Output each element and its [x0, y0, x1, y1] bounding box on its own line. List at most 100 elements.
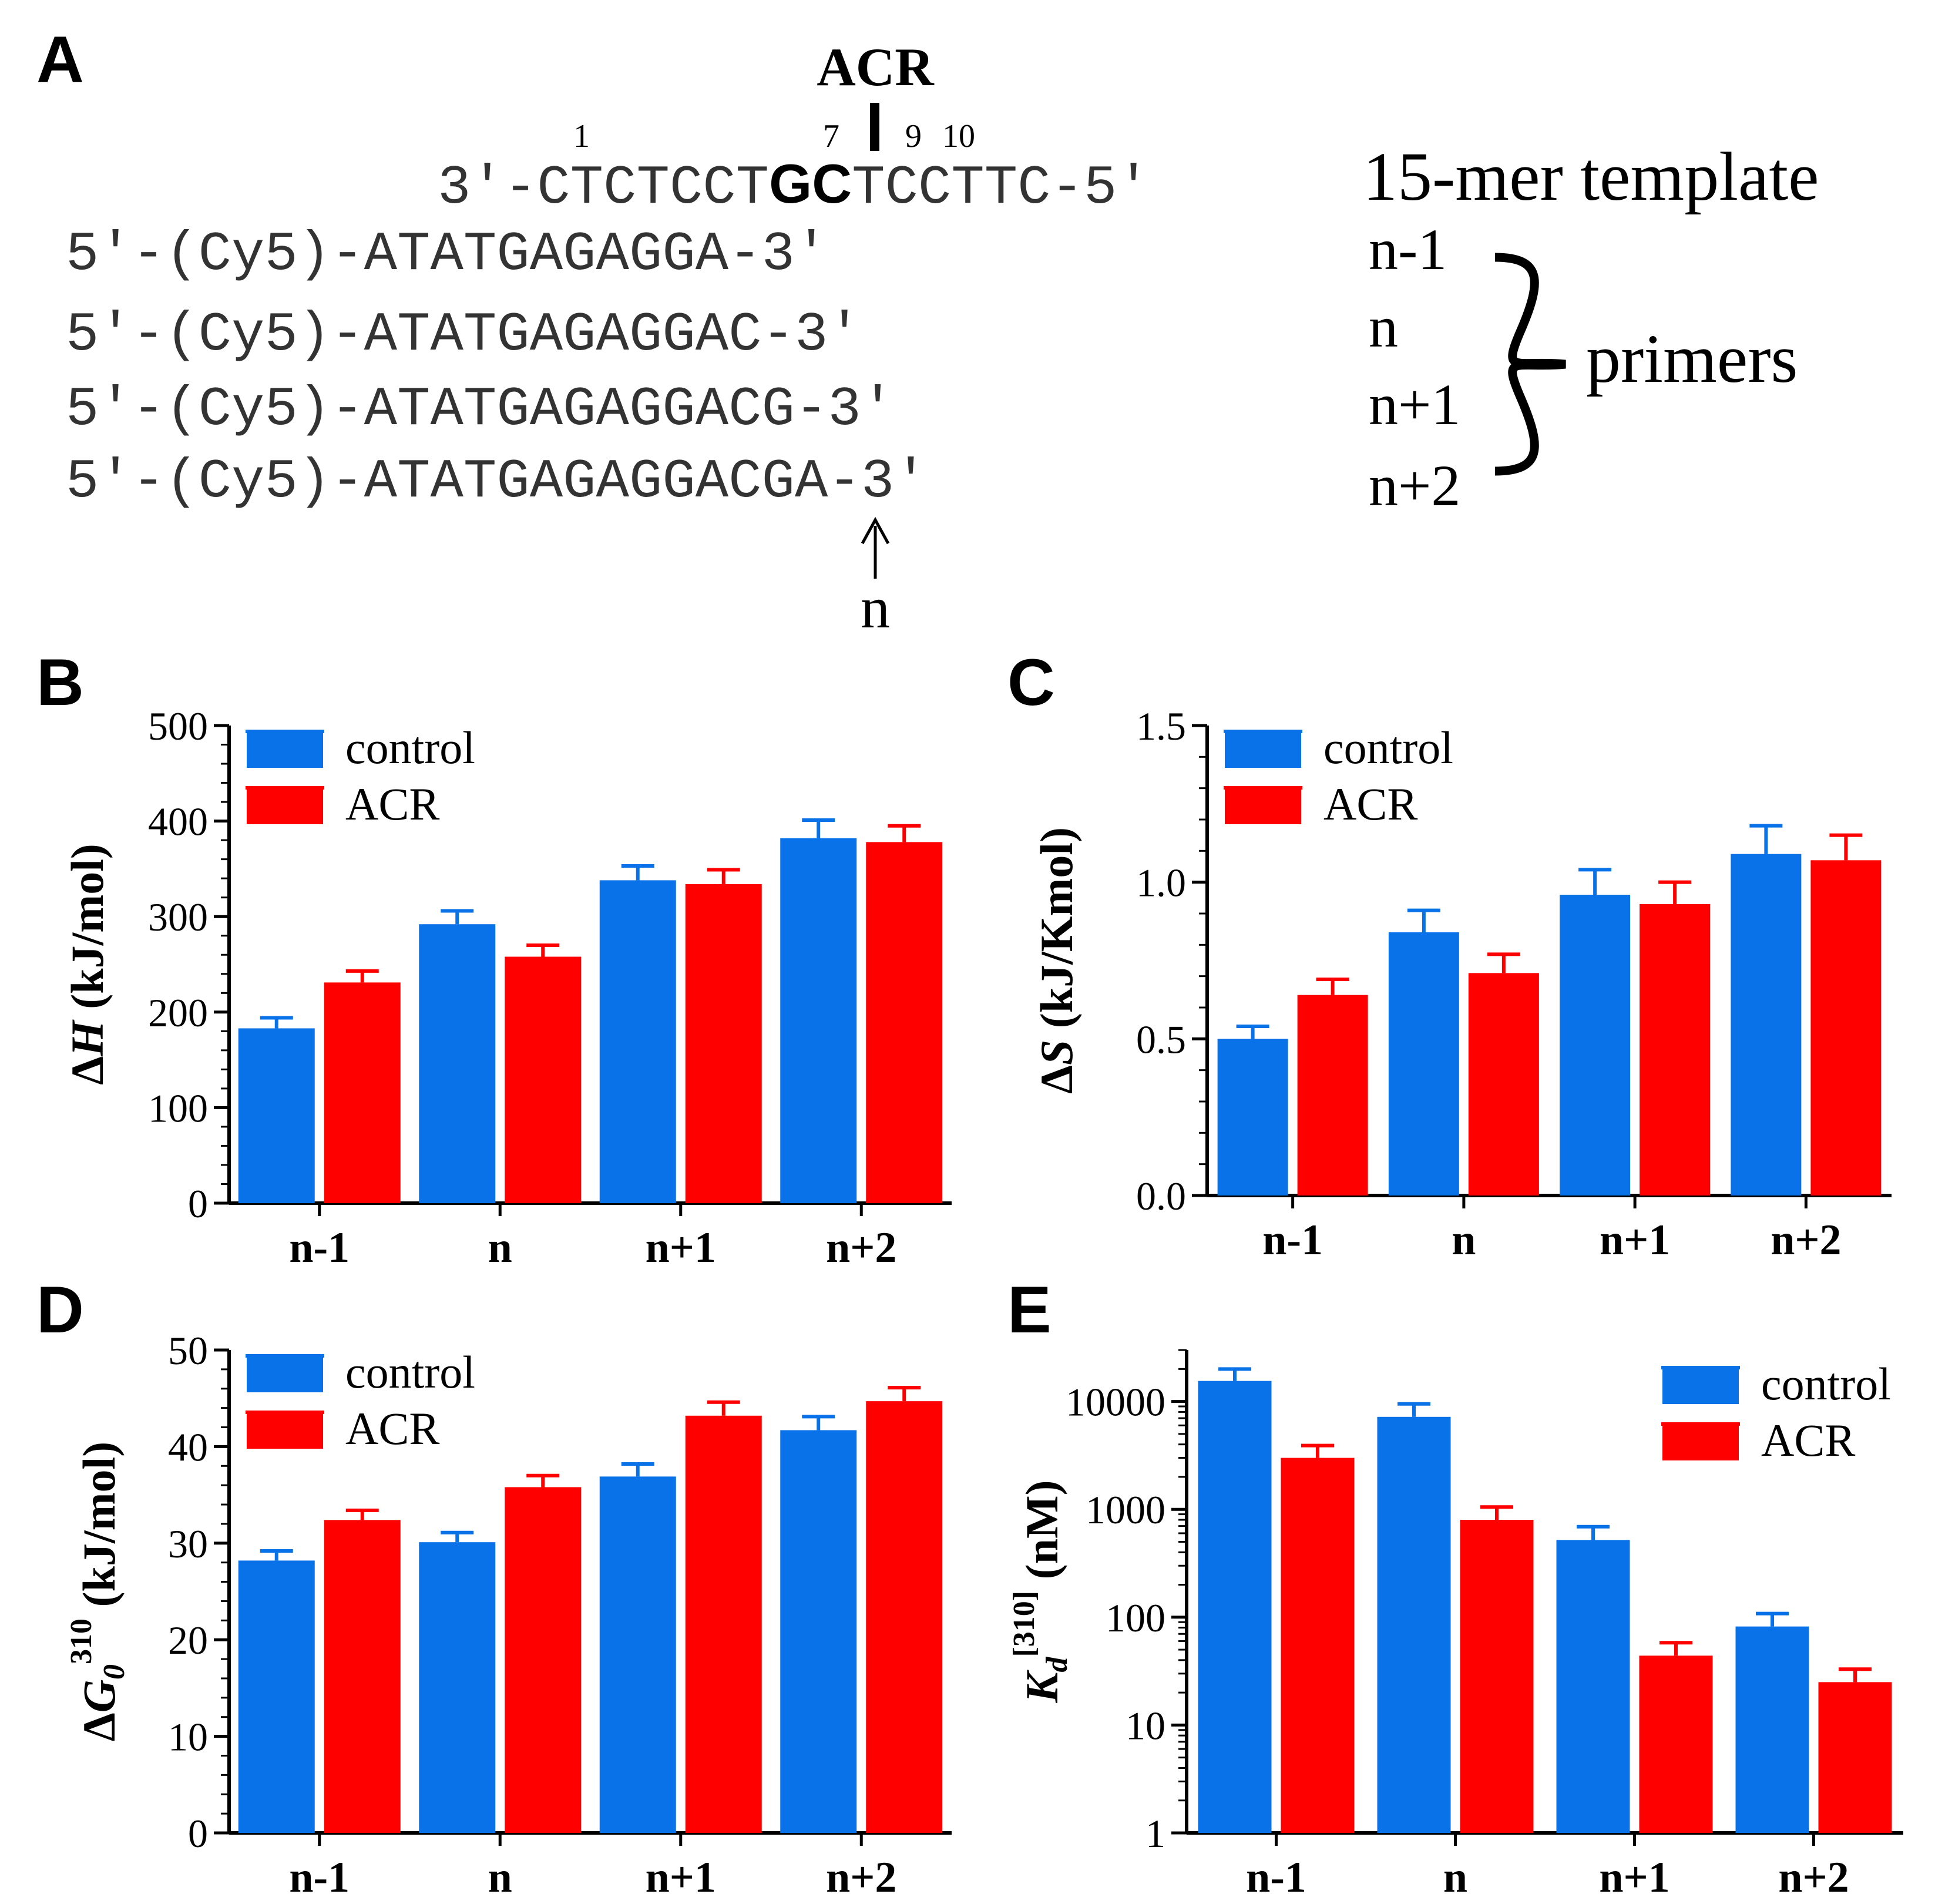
y-tick-label: 50 [168, 1328, 208, 1373]
bar-control-n+2 [1735, 1626, 1809, 1833]
legend-label-acr: ACR [1323, 778, 1417, 830]
panel-label-e: E [1007, 1273, 1052, 1346]
legend-swatch-control [1225, 731, 1301, 768]
legend-swatch-acr [247, 1412, 323, 1449]
bar-control-n [419, 1542, 496, 1833]
primer-name: n-1 [1369, 217, 1447, 282]
x-tick-label: n+2 [826, 1224, 896, 1272]
y-tick-label: 0 [188, 1811, 208, 1856]
x-tick-label: n [488, 1853, 512, 1902]
y-tick-label: 20 [168, 1618, 208, 1663]
legend-swatch-acr [1225, 788, 1301, 824]
template-sequence: 3'-CTCTCCTGCTCCTTC-5' [438, 153, 1150, 220]
legend-label-control: control [1761, 1358, 1891, 1409]
acr-position-marker [870, 103, 879, 151]
bar-acr-n+1 [1640, 904, 1711, 1196]
bar-control-n+2 [1731, 854, 1802, 1196]
bar-acr-n+1 [685, 1415, 762, 1833]
arrow-label: n [861, 575, 890, 640]
y-axis-label: Kd[310] (nM) [1007, 1480, 1074, 1703]
template-label: 15-mer template [1363, 138, 1819, 215]
chart-e: E 1 10 100 1000 10000 n-1 n n+1 n+2 control ACR Kd[3… [1007, 1273, 1903, 1902]
y-tick-label: 300 [148, 895, 208, 939]
panel-label-b: B [36, 646, 84, 719]
y-tick-label: 1.5 [1136, 704, 1186, 748]
y-tick-label: 40 [168, 1425, 208, 1469]
legend-label-acr: ACR [1761, 1415, 1855, 1466]
y-tick-label: 0 [188, 1181, 208, 1226]
legend-label-acr: ACR [345, 778, 439, 830]
bar-acr-n+2 [866, 1401, 943, 1833]
bar-acr-n-1 [1281, 1458, 1355, 1833]
bar-control-n+1 [599, 1476, 676, 1833]
x-tick-label: n+1 [646, 1853, 716, 1902]
y-tick-label: 0.0 [1136, 1174, 1186, 1218]
legend-label-control: control [1323, 722, 1453, 773]
legend-swatch-acr [247, 788, 323, 824]
bar-acr-n-1 [1297, 995, 1368, 1196]
legend-swatch-control [247, 1356, 323, 1392]
bar-control-n+1 [1560, 895, 1631, 1196]
bar-control-n [1377, 1416, 1451, 1833]
y-axis-label: ΔG0310 (kJ/mol) [65, 1442, 131, 1741]
y-tick-label: 100 [1106, 1596, 1165, 1640]
x-tick-label: n [1443, 1853, 1467, 1902]
x-tick-label: n-1 [1246, 1853, 1306, 1902]
x-tick-label: n+1 [1599, 1853, 1669, 1902]
y-tick-label: 0.5 [1136, 1017, 1186, 1062]
legend-label-control: control [345, 1346, 475, 1398]
y-tick-label: 10 [1126, 1703, 1165, 1748]
x-tick-label: n-1 [289, 1853, 350, 1902]
bar-control-n-1 [238, 1560, 315, 1833]
primer-sequence: 5'-(Cy5)-ATATGAGAGGA-3' [66, 224, 828, 286]
bar-control-n-1 [1198, 1381, 1272, 1833]
x-tick-label: n+2 [1771, 1216, 1841, 1264]
x-tick-label: n-1 [1262, 1216, 1323, 1264]
bar-acr-n+2 [1818, 1682, 1892, 1833]
primer-name: n [1369, 294, 1398, 360]
legend-swatch-acr [1662, 1424, 1739, 1460]
x-tick-label: n-1 [289, 1224, 350, 1272]
bar-control-n-1 [238, 1028, 315, 1203]
primer-sequence: 5'-(Cy5)-ATATGAGAGGAC-3' [66, 304, 861, 367]
legend-swatch-control [1662, 1368, 1739, 1404]
primer-sequence: 5'-(Cy5)-ATATGAGAGGACGA-3' [66, 451, 928, 513]
position-1: 1 [573, 118, 590, 155]
primer-name: n+2 [1369, 453, 1460, 518]
y-axis-label: ΔS (kJ/Kmol) [1031, 827, 1082, 1094]
primer-sequence: 5'-(Cy5)-ATATGAGAGGACG-3' [66, 379, 894, 441]
legend-label-acr: ACR [345, 1403, 439, 1454]
bar-acr-n [1468, 973, 1539, 1196]
y-tick-label: 100 [148, 1086, 208, 1130]
bar-control-n [419, 924, 496, 1203]
y-tick-label: 30 [168, 1522, 208, 1566]
x-tick-label: n+2 [1778, 1853, 1849, 1902]
legend-label-control: control [345, 722, 475, 773]
bar-acr-n+1 [685, 884, 762, 1203]
bar-control-n+1 [1556, 1540, 1630, 1833]
primer-name: n+1 [1369, 372, 1460, 437]
primers-brace [1494, 253, 1566, 476]
bar-acr-n [1460, 1519, 1534, 1833]
bar-acr-n+2 [866, 842, 943, 1203]
bar-acr-n-1 [324, 982, 401, 1203]
bar-acr-n [505, 1487, 582, 1833]
bar-control-n-1 [1217, 1039, 1288, 1196]
arrow-up-icon-head [861, 516, 890, 545]
x-tick-label: n+1 [1600, 1216, 1670, 1264]
bar-acr-n+1 [1639, 1655, 1713, 1833]
bar-control-n+2 [780, 838, 857, 1203]
legend-swatch-control [247, 731, 323, 768]
panel-label-a: A [36, 23, 84, 96]
y-tick-label: 1 [1145, 1811, 1165, 1856]
bar-control-n+1 [599, 880, 676, 1203]
bar-acr-n [505, 956, 582, 1203]
position-7: 7 [823, 118, 839, 155]
bar-control-n+2 [780, 1430, 857, 1833]
panel-label-d: D [36, 1273, 84, 1346]
